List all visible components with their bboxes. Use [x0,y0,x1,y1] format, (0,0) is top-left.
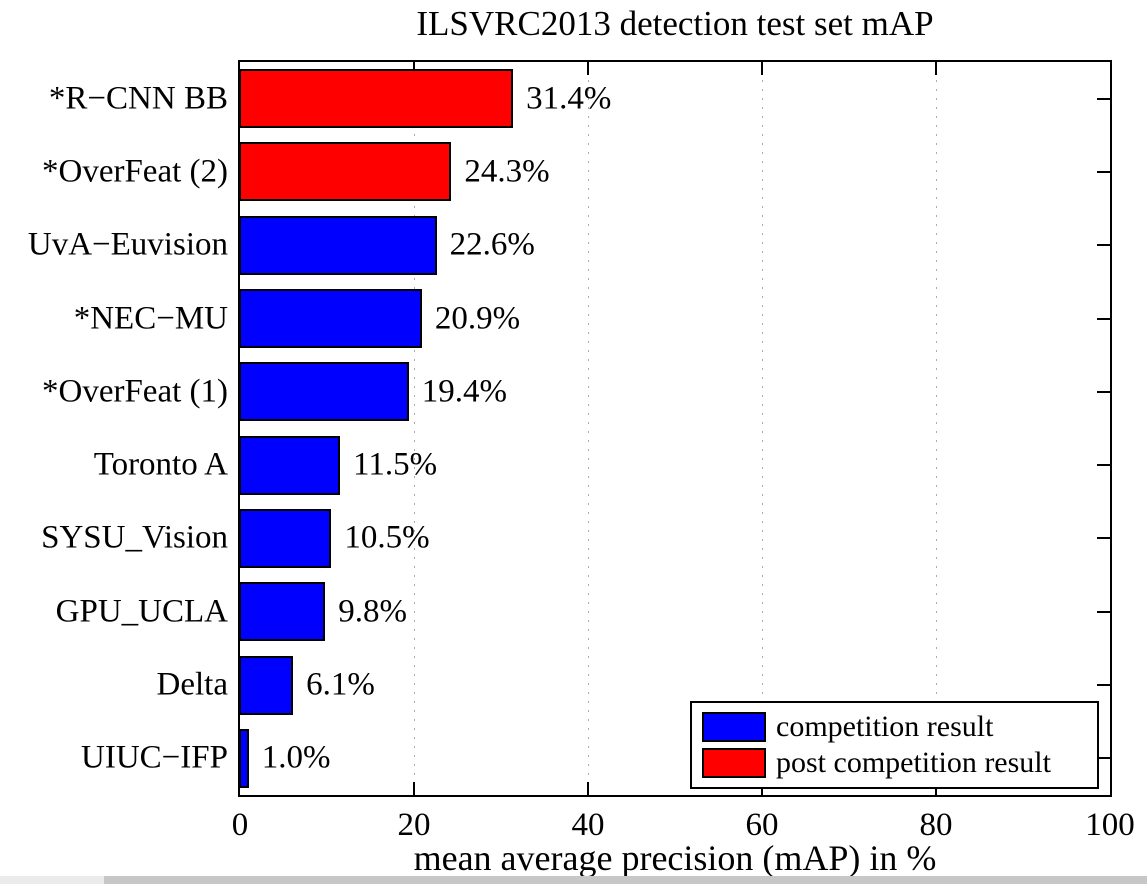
x-tick-mark [587,782,589,795]
bar-value-label: 1.0% [261,739,331,776]
bar-value-label: 19.4% [421,373,508,410]
y-axis-label: *NEC−MU [73,300,228,337]
y-tick-mark [1097,464,1110,467]
gridline [935,62,937,795]
bar [239,508,332,568]
legend-swatch-competition [702,712,766,742]
x-tick-label: 60 [745,807,779,843]
y-axis-label: GPU_UCLA [55,593,228,630]
y-tick-mark [1097,317,1110,320]
bar-value-label: 24.3% [464,153,550,190]
bar [239,728,249,788]
x-tick-mark [935,62,937,75]
bar [239,582,326,642]
bar-value-label: 6.1% [306,666,375,703]
legend-item-post-competition: post competition result [702,747,1087,779]
plot-area [238,60,1112,797]
x-tick-mark [587,62,589,75]
x-tick-mark [761,62,763,75]
bar [239,69,514,129]
legend-swatch-post-competition [702,748,766,778]
y-axis-label: Toronto A [93,446,228,483]
gridline [761,62,763,795]
y-tick-mark [1097,97,1110,100]
y-axis-label: *OverFeat (2) [41,153,228,190]
bar-value-label: 22.6% [449,226,535,263]
gridline [587,62,589,795]
x-tick-mark [413,62,415,75]
y-tick-mark [1097,390,1110,393]
scrollbar-thumb[interactable] [0,876,104,884]
bar-value-label: 31.4% [526,80,612,117]
chart-title: ILSVRC2013 detection test set mAP [416,4,934,43]
y-tick-mark [1097,244,1110,247]
y-axis-label: Delta [156,666,228,703]
bar [239,215,437,275]
legend-box: competition result post competition resu… [690,701,1099,789]
x-tick-label: 100 [1085,807,1135,843]
y-axis-label: UvA−Euvision [27,226,228,263]
legend-item-competition: competition result [702,711,1087,743]
x-axis-title: mean average precision (mAP) in % [413,838,937,878]
x-tick-label: 80 [919,807,953,843]
x-tick-label: 20 [397,807,431,843]
y-tick-mark [1097,610,1110,613]
bar-value-label: 20.9% [434,300,521,337]
y-tick-mark [1097,757,1110,760]
legend-label: post competition result [776,746,1051,779]
y-tick-mark [1097,170,1110,173]
legend-label: competition result [776,710,994,743]
bar-value-label: 11.5% [353,446,438,483]
x-tick-label: 40 [571,807,605,843]
x-tick-mark [413,782,415,795]
horizontal-scrollbar[interactable] [0,876,1147,884]
x-tick-label: 0 [231,807,249,843]
bar [239,289,422,349]
bar-value-label: 10.5% [344,519,430,556]
bar-value-label: 9.8% [338,593,407,630]
y-tick-mark [1097,684,1110,687]
y-tick-mark [1097,537,1110,540]
bar [239,655,294,715]
bar [239,435,341,495]
y-axis-label: *OverFeat (1) [41,373,228,410]
y-axis-label: *R−CNN BB [48,80,228,117]
y-axis-label: SYSU_Vision [41,519,228,556]
gridline [413,62,415,795]
y-axis-label: UIUC−IFP [81,739,228,776]
bar [239,362,409,422]
bar [239,142,452,202]
